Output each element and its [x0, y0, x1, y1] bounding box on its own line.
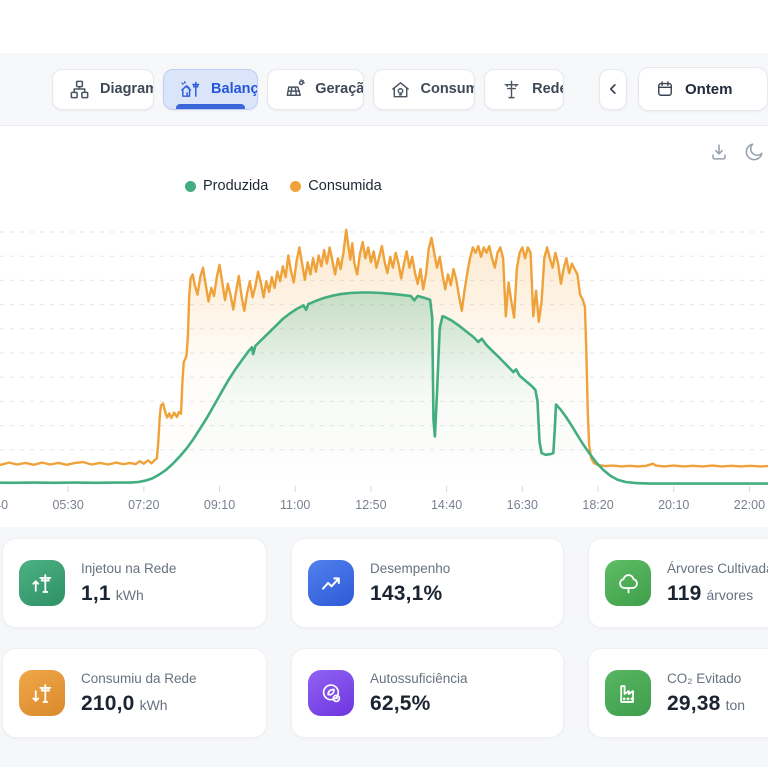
- grid-export-icon: [19, 560, 65, 606]
- tab-rede[interactable]: Rede: [484, 68, 565, 110]
- download-icon[interactable]: [708, 141, 730, 163]
- svg-text:22:00: 22:00: [734, 498, 765, 512]
- svg-text:16:30: 16:30: [507, 498, 538, 512]
- card-label: Árvores Cultivadas: [667, 560, 768, 576]
- date-picker-button[interactable]: Ontem: [637, 67, 768, 111]
- card-desempenho: Desempenho 143,1%: [291, 538, 564, 628]
- svg-text:11:00: 11:00: [280, 498, 310, 512]
- consumida-dot: [290, 180, 302, 192]
- house-bulb-icon: [389, 78, 412, 101]
- solar-panel-icon: [283, 78, 306, 101]
- tab-label: Geração: [315, 81, 362, 97]
- legend-produzida[interactable]: Produzida: [185, 178, 268, 194]
- card-value: 1,1: [81, 581, 111, 605]
- balance-chart-card: Produzida Consumida: [0, 126, 768, 527]
- diagram-nodes-icon: [68, 78, 91, 101]
- svg-text:20:10: 20:10: [658, 498, 689, 512]
- card-unit: kWh: [115, 586, 144, 603]
- chart-x-axis: 03:40 05:30 07:20 09:10 11:00 12:50 14:40 16:30…: [0, 486, 765, 512]
- card-injetou-na-rede: Injetou na Rede 1,1 kWh: [2, 538, 267, 628]
- card-value: 62,5%: [370, 691, 431, 715]
- produzida-dot: [185, 180, 196, 192]
- card-unit: árvores: [706, 586, 754, 603]
- house-pole-icon: [179, 78, 202, 101]
- tree-icon: [605, 560, 651, 606]
- svg-text:09:10: 09:10: [204, 498, 235, 512]
- tab-consumo[interactable]: Consumo: [372, 68, 476, 110]
- utility-pole-icon: [500, 78, 523, 101]
- card-label: CO₂ Evitado: [667, 670, 742, 686]
- tab-balanco[interactable]: Balanço: [163, 68, 259, 110]
- tab-geracao[interactable]: Geração: [267, 68, 364, 110]
- trend-up-icon: [308, 560, 354, 606]
- card-unit: kWh: [139, 696, 168, 713]
- legend-consumida[interactable]: Consumida: [290, 178, 382, 194]
- moon-icon[interactable]: [743, 141, 765, 163]
- svg-text:14:40: 14:40: [431, 498, 462, 512]
- card-value: 29,38: [667, 691, 721, 715]
- card-label: Autossuficiência: [370, 670, 468, 686]
- svg-text:12:50: 12:50: [355, 498, 386, 512]
- stat-cards: Injetou na Rede 1,1 kWh Desempenho 143,1…: [0, 527, 768, 767]
- tab-diagrama[interactable]: Diagrama: [52, 68, 155, 110]
- grid-import-icon: [19, 670, 65, 716]
- card-consumiu-da-rede: Consumiu da Rede 210,0 kWh: [2, 648, 267, 738]
- card-value: 119: [667, 581, 702, 605]
- svg-text:18:20: 18:20: [582, 498, 613, 512]
- tab-label: Diagrama: [100, 81, 153, 97]
- card-value: 210,0: [81, 691, 135, 715]
- leaf-cycle-icon: [308, 670, 354, 716]
- card-co2-evitado: CO₂ Evitado 29,38 ton: [588, 648, 768, 738]
- tab-bar: Diagrama Balanço Geração: [0, 53, 768, 126]
- date-picker-label: Ontem: [684, 80, 733, 98]
- svg-text:03:40: 03:40: [0, 498, 8, 512]
- card-arvores-cultivadas: Árvores Cultivadas 119 árvores: [588, 538, 768, 628]
- card-autossuficiencia: Autossuficiência 62,5%: [291, 648, 564, 738]
- card-label: Consumiu da Rede: [81, 670, 197, 686]
- chevron-left-icon: [604, 80, 622, 98]
- tab-label: Rede: [532, 81, 565, 97]
- previous-day-button[interactable]: [599, 68, 627, 110]
- factory-icon: [605, 670, 651, 716]
- chart-actions: [708, 141, 765, 163]
- tab-label: Balanço: [211, 81, 259, 97]
- balance-chart[interactable]: 03:40 05:30 07:20 09:10 11:00 12:50 14:40 16:30…: [0, 126, 768, 527]
- svg-text:07:20: 07:20: [128, 498, 159, 512]
- chart-legend: Produzida Consumida: [185, 178, 382, 194]
- card-unit: ton: [725, 696, 746, 713]
- chart-areas: [0, 229, 768, 485]
- svg-text:05:30: 05:30: [52, 498, 83, 512]
- calendar-icon: [655, 79, 675, 99]
- card-label: Injetou na Rede: [81, 560, 177, 576]
- card-value: 143,1%: [370, 581, 443, 605]
- card-label: Desempenho: [370, 560, 451, 576]
- tab-label: Consumo: [420, 81, 475, 97]
- chart-lines: [0, 228, 768, 485]
